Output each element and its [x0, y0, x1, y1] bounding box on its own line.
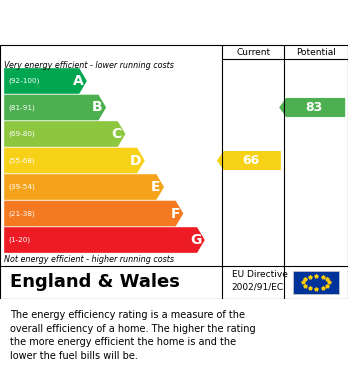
Polygon shape — [4, 68, 87, 94]
Text: EU Directive
2002/91/EC: EU Directive 2002/91/EC — [232, 271, 287, 291]
Polygon shape — [4, 174, 164, 200]
Polygon shape — [4, 95, 106, 120]
Text: F: F — [171, 206, 180, 221]
Text: (1-20): (1-20) — [8, 237, 31, 243]
Text: Not energy efficient - higher running costs: Not energy efficient - higher running co… — [4, 255, 174, 264]
Text: Very energy efficient - lower running costs: Very energy efficient - lower running co… — [4, 61, 174, 70]
Text: 83: 83 — [305, 101, 323, 114]
Text: A: A — [73, 74, 84, 88]
Text: 66: 66 — [242, 154, 259, 167]
Text: (39-54): (39-54) — [8, 184, 35, 190]
Polygon shape — [4, 121, 125, 147]
Text: G: G — [190, 233, 201, 247]
Text: (21-38): (21-38) — [8, 210, 35, 217]
Text: (55-68): (55-68) — [8, 157, 35, 164]
Text: (69-80): (69-80) — [8, 131, 35, 137]
Text: Current: Current — [236, 48, 270, 57]
Polygon shape — [4, 201, 183, 226]
Text: B: B — [92, 100, 103, 115]
Text: (92-100): (92-100) — [8, 78, 40, 84]
Text: Potential: Potential — [296, 48, 336, 57]
Polygon shape — [4, 148, 145, 173]
Text: The energy efficiency rating is a measure of the
overall efficiency of a home. T: The energy efficiency rating is a measur… — [10, 310, 256, 361]
Text: England & Wales: England & Wales — [10, 273, 180, 292]
FancyBboxPatch shape — [293, 271, 339, 294]
Text: D: D — [130, 154, 141, 167]
Text: C: C — [112, 127, 122, 141]
Text: Energy Efficiency Rating: Energy Efficiency Rating — [10, 15, 232, 30]
Polygon shape — [4, 227, 205, 253]
Text: (81-91): (81-91) — [8, 104, 35, 111]
Polygon shape — [279, 98, 345, 117]
Polygon shape — [217, 151, 281, 170]
Text: E: E — [151, 180, 160, 194]
